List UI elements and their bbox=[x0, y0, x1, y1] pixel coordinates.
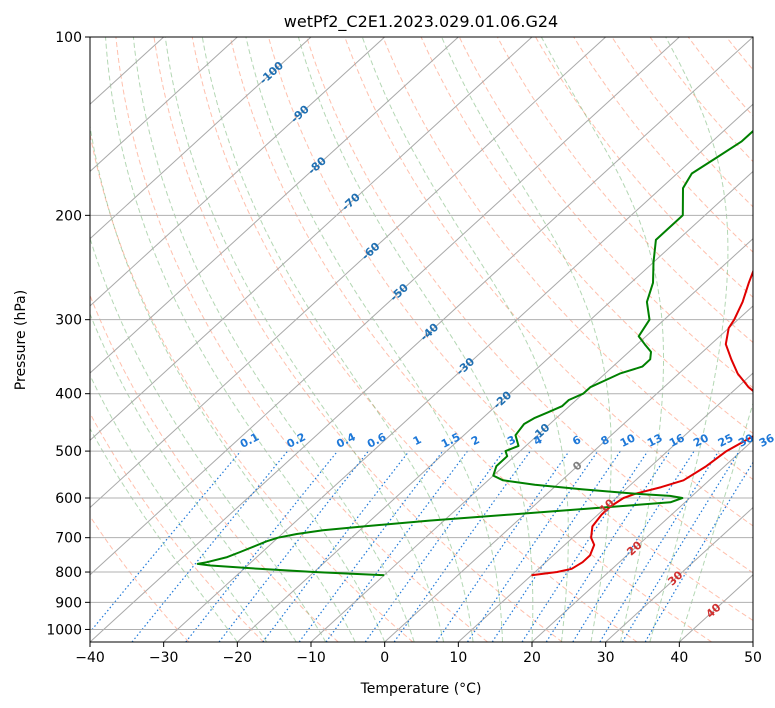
x-tick-label: 40 bbox=[670, 650, 688, 666]
y-tick-label: 500 bbox=[55, 444, 82, 460]
y-tick-label: 400 bbox=[55, 387, 82, 403]
mixing-ratio-line bbox=[545, 450, 671, 642]
x-tick-label: 20 bbox=[523, 650, 541, 666]
x-tick-label: 10 bbox=[449, 650, 467, 666]
y-tick-label: 100 bbox=[55, 30, 82, 46]
dry-adiabat bbox=[115, 37, 488, 642]
isotherm-line bbox=[90, 37, 238, 173]
dry-adiabat bbox=[90, 515, 190, 642]
mixing-ratio-line bbox=[393, 450, 531, 642]
chart-title: wetPf2_C2E1.2023.029.01.06.G24 bbox=[284, 12, 558, 32]
isotherm-line bbox=[90, 37, 753, 642]
x-tick-label: 30 bbox=[597, 650, 615, 666]
isotherm-line bbox=[90, 37, 459, 374]
plot-frame bbox=[89, 36, 754, 643]
moist-adiabat bbox=[90, 427, 238, 642]
dry-adiabat bbox=[458, 37, 753, 389]
moist-adiabat bbox=[132, 37, 415, 642]
x-tick-label: 50 bbox=[744, 650, 762, 666]
mixing-ratio-label: 20 bbox=[691, 431, 711, 450]
isotherm-line bbox=[605, 506, 753, 642]
isotherm-line bbox=[384, 305, 753, 642]
x-tick-label: 0 bbox=[380, 650, 389, 666]
y-tick-label: 300 bbox=[55, 313, 82, 329]
mixing-ratio-line bbox=[599, 450, 720, 642]
moist-adiabat bbox=[90, 123, 356, 642]
isotherm-line bbox=[90, 37, 607, 509]
dry-adiabat bbox=[344, 37, 753, 527]
isotherm-line bbox=[236, 170, 753, 642]
x-tick-label: −20 bbox=[223, 650, 253, 666]
isotherm-line bbox=[310, 237, 753, 642]
isotherm-line bbox=[90, 37, 680, 576]
isotherm-line bbox=[457, 372, 753, 642]
moist-adiabat bbox=[90, 374, 268, 642]
mixing-ratio-line bbox=[131, 450, 289, 642]
isotherm-line bbox=[90, 37, 533, 442]
y-tick-label: 800 bbox=[55, 565, 82, 581]
dry-adiabat bbox=[90, 293, 339, 642]
x-axis: −40 −30 −20 −10 0 10 20 30 40 50 bbox=[75, 642, 762, 666]
mixing-ratio-label: 25 bbox=[716, 431, 736, 450]
moist-adiabat bbox=[90, 312, 297, 642]
dry-adiabat bbox=[191, 37, 638, 642]
isotherm-line bbox=[90, 37, 312, 240]
background-lines bbox=[90, 37, 753, 642]
y-axis-label: Pressure (hPa) bbox=[13, 290, 29, 390]
mixing-ratio-line bbox=[90, 450, 242, 633]
y-tick-label: 700 bbox=[55, 531, 82, 547]
x-tick-label: −10 bbox=[296, 650, 326, 666]
series-layer bbox=[196, 129, 753, 577]
moist-adiabat bbox=[441, 37, 612, 642]
dry-adiabat bbox=[611, 37, 753, 208]
moist-adiabat bbox=[245, 37, 503, 642]
moist-adiabat bbox=[540, 37, 664, 642]
mixing-ratio-label: 13 bbox=[645, 431, 665, 450]
moist-adiabat bbox=[297, 37, 534, 642]
moist-adiabat bbox=[649, 37, 729, 642]
mixing-ratio-line bbox=[364, 450, 505, 642]
mixing-ratio-label: 10 bbox=[618, 431, 638, 450]
y-tick-label: 1000 bbox=[46, 622, 82, 638]
dry-adiabat bbox=[306, 37, 753, 574]
y-axis: 1000 900 800 700 600 500 400 300 200 100 bbox=[46, 30, 90, 638]
dewpoint-line bbox=[196, 129, 753, 577]
isotherm-line bbox=[90, 37, 386, 307]
isotherm-line bbox=[163, 103, 753, 642]
pressure-gridlines bbox=[90, 37, 753, 630]
mixing-ratio-line bbox=[262, 450, 410, 642]
y-tick-label: 900 bbox=[55, 595, 82, 611]
isotherm-line bbox=[531, 439, 753, 642]
mixing-ratio-label: 16 bbox=[667, 431, 687, 450]
dry-adiabat bbox=[90, 131, 414, 642]
y-tick-label: 200 bbox=[55, 208, 82, 224]
dry-adiabat bbox=[268, 37, 753, 622]
x-tick-label: −40 bbox=[75, 650, 105, 666]
mixing-ratio-label: 36 bbox=[757, 431, 775, 450]
dry-adiabat bbox=[535, 37, 753, 298]
mixing-ratio-line bbox=[644, 461, 753, 642]
y-tick-label: 600 bbox=[55, 491, 82, 507]
dry-adiabat bbox=[496, 37, 753, 344]
moist-adiabat bbox=[164, 37, 445, 642]
mixing-ratio-line bbox=[218, 450, 369, 642]
dry-adiabat bbox=[229, 37, 712, 642]
mixing-ratio-line bbox=[621, 450, 740, 642]
temperature-line bbox=[531, 268, 753, 577]
mixing-ratio-label: 30 bbox=[736, 431, 756, 450]
moist-adiabat bbox=[678, 401, 753, 642]
mixing-ratio-line bbox=[185, 450, 339, 642]
x-axis-label: Temperature (°C) bbox=[360, 681, 482, 697]
mixing-ratio-line bbox=[466, 450, 599, 642]
moist-adiabat bbox=[201, 37, 474, 642]
moist-adiabat bbox=[90, 236, 327, 642]
dry-adiabat bbox=[382, 37, 753, 481]
dry-adiabat bbox=[649, 37, 753, 163]
x-tick-label: −30 bbox=[149, 650, 179, 666]
